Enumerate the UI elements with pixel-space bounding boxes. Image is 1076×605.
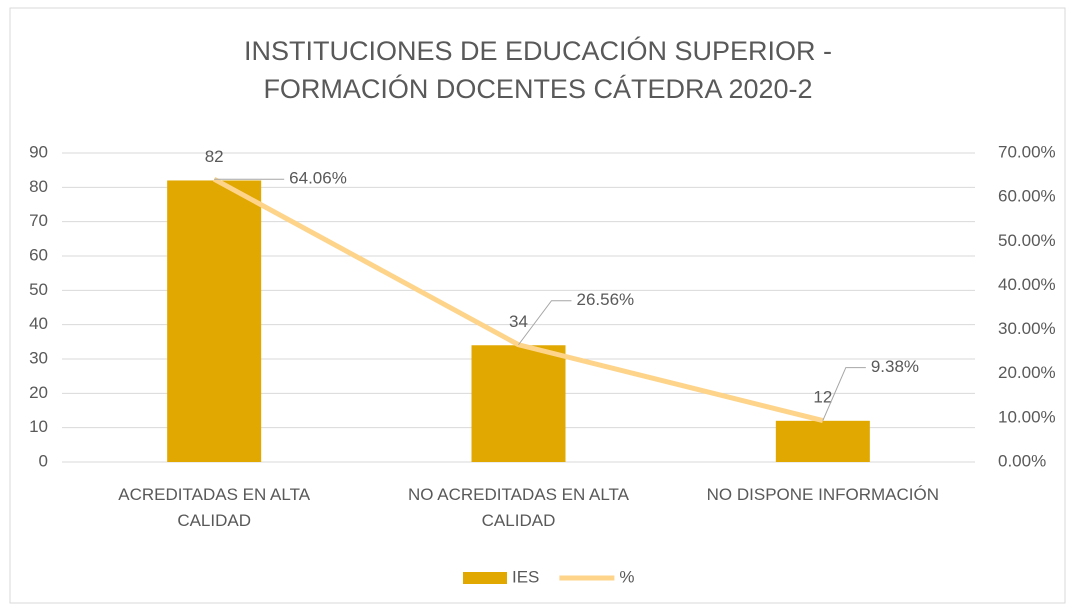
- x-tick-label: NO ACREDITADAS EN ALTA CALIDAD: [407, 485, 630, 530]
- y-tick-label: 90: [29, 142, 48, 161]
- y2-tick-label: 60.00%: [998, 187, 1056, 206]
- chart-title: INSTITUCIONES DE EDUCACIÓN SUPERIOR - FO…: [243, 36, 833, 104]
- y-tick-label: 30: [29, 348, 48, 367]
- legend-label: IES: [512, 567, 539, 586]
- x-tick-label: NO DISPONE INFORMACIÓN: [706, 485, 939, 504]
- legend-swatch: [463, 572, 507, 584]
- line: [212, 177, 824, 424]
- y-tick-label: 60: [29, 245, 48, 264]
- leader-line: [518, 300, 572, 346]
- bar-value-label: 12: [813, 387, 832, 406]
- line-value-label: 64.06%: [289, 169, 347, 188]
- y-tick-label: 20: [29, 383, 48, 402]
- y2-tick-label: 40.00%: [998, 275, 1056, 294]
- bar-value-label: 34: [509, 312, 528, 331]
- bar: [167, 180, 262, 462]
- y2-tick-label: 70.00%: [998, 142, 1056, 161]
- y2-tick-label: 30.00%: [998, 319, 1056, 338]
- bar-value-label: 82: [205, 147, 224, 166]
- y-tick-label: 80: [29, 177, 48, 196]
- line-value-label: 9.38%: [871, 357, 919, 376]
- line-value-label: 26.56%: [577, 290, 635, 309]
- bar: [471, 345, 566, 462]
- y-tick-label: 50: [29, 280, 48, 299]
- y-tick-label: 40: [29, 314, 48, 333]
- y2-tick-label: 10.00%: [998, 407, 1056, 426]
- leader-line: [822, 367, 866, 421]
- legend-label: %: [619, 567, 634, 586]
- y-tick-label: 10: [29, 417, 48, 436]
- y2-tick-label: 0.00%: [998, 451, 1046, 470]
- y2-tick-label: 50.00%: [998, 231, 1056, 250]
- y-tick-label: 0: [39, 451, 48, 470]
- x-tick-label: ACREDITADAS EN ALTA CALIDAD: [118, 485, 311, 530]
- y2-tick-label: 20.00%: [998, 363, 1056, 382]
- bar: [775, 420, 870, 462]
- y-tick-label: 70: [29, 211, 48, 230]
